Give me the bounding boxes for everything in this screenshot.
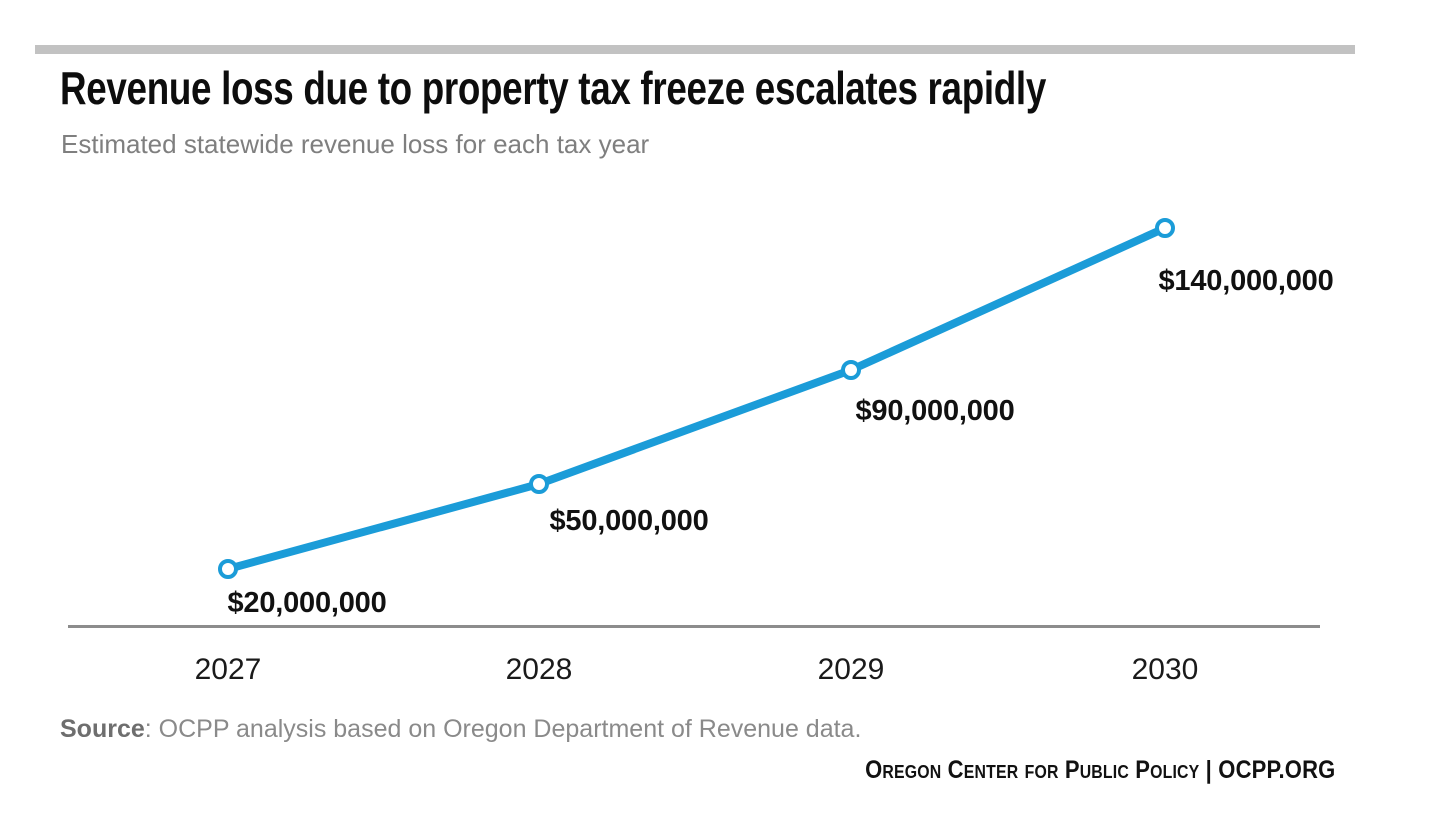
x-tick-label-2027: 2027 [194, 653, 262, 686]
data-point-marker-2028 [529, 474, 549, 494]
top-rule-divider [35, 45, 1355, 54]
x-tick-label-2029: 2029 [817, 653, 885, 686]
value-label-2027: $20,000,000 [227, 587, 387, 619]
source-label: Source [60, 715, 145, 743]
x-axis-line [68, 625, 1320, 628]
source-text: OCPP analysis based on Oregon Department… [158, 715, 862, 743]
x-tick-label-2028: 2028 [505, 653, 573, 686]
source-separator: : [144, 715, 159, 743]
value-label-2029: $90,000,000 [855, 395, 1015, 427]
chart-subtitle: Estimated statewide revenue loss for eac… [61, 129, 650, 159]
organization-attribution: Oregon Center for Public Policy | OCPP.O… [864, 756, 1335, 784]
data-point-marker-2030 [1155, 218, 1175, 238]
value-label-2030: $140,000,000 [1158, 265, 1334, 297]
value-label-2028: $50,000,000 [549, 505, 709, 537]
x-tick-label-2030: 2030 [1131, 653, 1199, 686]
data-point-marker-2027 [218, 559, 238, 579]
data-point-marker-2029 [841, 360, 861, 380]
chart-title: Revenue loss due to property tax freeze … [60, 62, 1046, 114]
source-note: Source: OCPP analysis based on Oregon De… [60, 713, 861, 745]
